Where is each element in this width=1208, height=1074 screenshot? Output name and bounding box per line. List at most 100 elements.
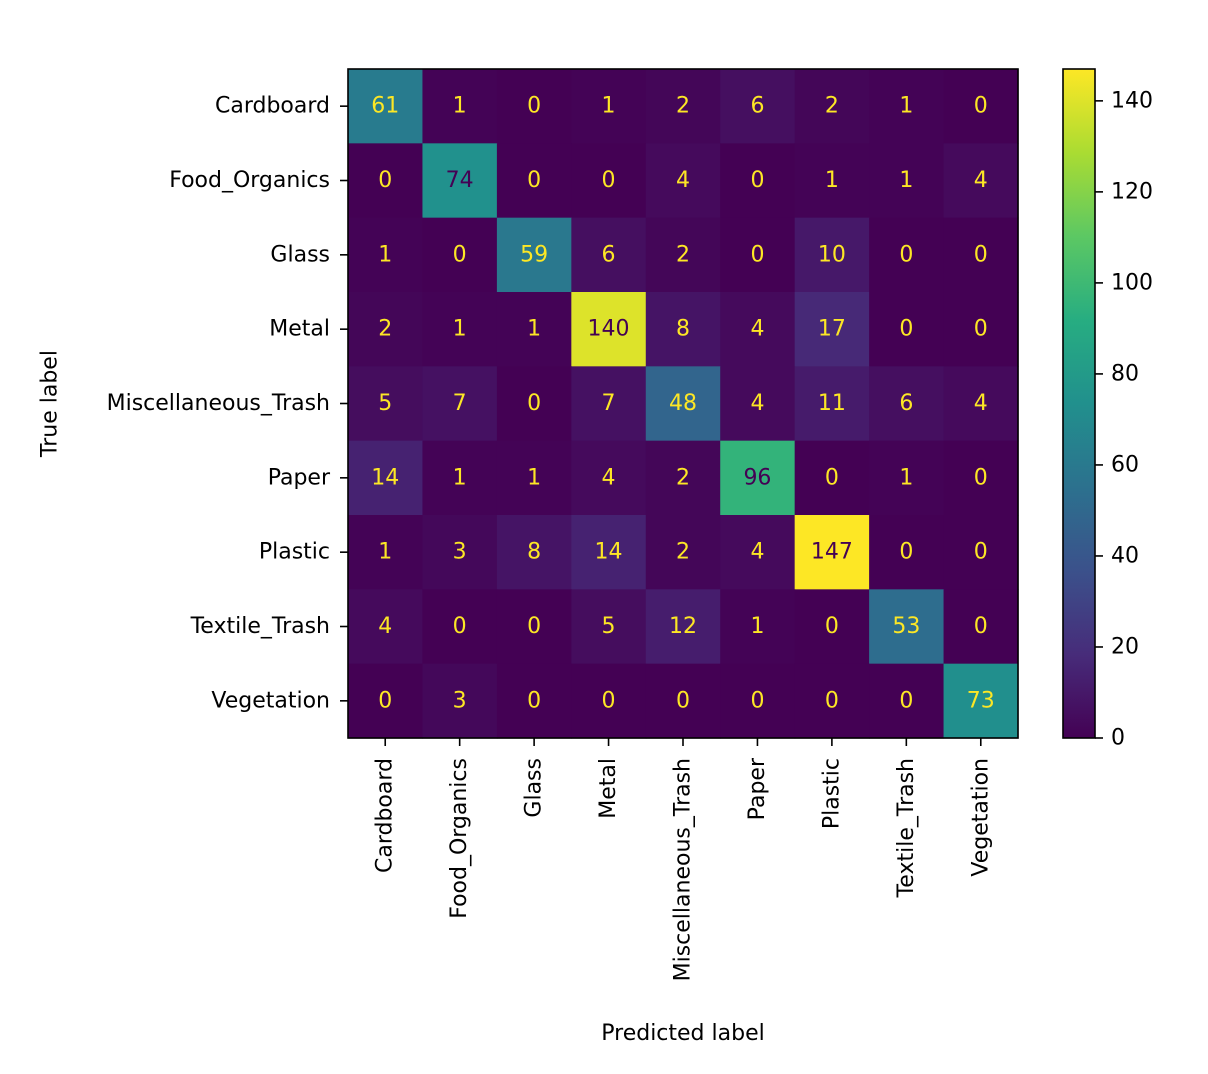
heatmap-cell bbox=[943, 143, 1019, 219]
cell-value-label: 0 bbox=[899, 540, 913, 565]
cell-value-label: 4 bbox=[750, 317, 764, 342]
cell-value-label: 12 bbox=[669, 614, 697, 639]
heatmap-cell bbox=[720, 663, 796, 739]
heatmap-cell bbox=[571, 663, 647, 739]
x-tick-label: Food_Organics bbox=[447, 758, 472, 919]
cell-value-label: 0 bbox=[453, 242, 467, 267]
y-tick-label: Vegetation bbox=[211, 688, 330, 713]
cell-value-label: 4 bbox=[602, 465, 616, 490]
cell-value-label: 0 bbox=[974, 465, 988, 490]
cell-value-label: 1 bbox=[750, 614, 764, 639]
cell-value-label: 17 bbox=[818, 317, 846, 342]
heatmap-cell bbox=[869, 292, 945, 367]
y-tick-label: Cardboard bbox=[215, 94, 330, 119]
cell-value-label: 8 bbox=[527, 540, 541, 565]
heatmap-cell bbox=[571, 515, 647, 590]
cell-value-label: 5 bbox=[602, 614, 616, 639]
heatmap-cell bbox=[869, 589, 945, 665]
y-tick-label: Paper bbox=[268, 465, 331, 490]
heatmap-cell bbox=[943, 217, 1019, 293]
cell-value-label: 4 bbox=[750, 540, 764, 565]
heatmap-cell bbox=[571, 366, 647, 442]
cell-value-label: 0 bbox=[974, 540, 988, 565]
heatmap-cell bbox=[794, 143, 870, 219]
cell-value-label: 6 bbox=[899, 391, 913, 416]
cell-value-label: 11 bbox=[818, 391, 846, 416]
colorbar-tick-label: 80 bbox=[1111, 361, 1139, 386]
y-tick-label: Glass bbox=[270, 242, 330, 267]
colorbar bbox=[1062, 68, 1096, 739]
cell-value-label: 7 bbox=[602, 391, 616, 416]
heatmap-cell bbox=[869, 69, 945, 144]
heatmap-cell bbox=[794, 515, 870, 590]
y-tick-label: Textile_Trash bbox=[190, 614, 330, 639]
y-axis-ticks: Cardboard Food_Organics Glass Metal Miscella… bbox=[107, 94, 348, 713]
cell-value-label: 59 bbox=[520, 242, 548, 267]
heatmap-cell bbox=[720, 440, 796, 516]
cell-value-label: 0 bbox=[899, 242, 913, 267]
heatmap-cell bbox=[869, 366, 945, 442]
x-tick-label: Glass bbox=[522, 758, 547, 818]
heatmap-cell bbox=[348, 515, 424, 590]
heatmap-cell bbox=[422, 515, 498, 590]
heatmap-cell bbox=[645, 143, 721, 219]
heatmap-cell bbox=[496, 366, 572, 442]
x-tick-label: Textile_Trash bbox=[894, 758, 919, 898]
y-tick-label: Plastic bbox=[259, 540, 330, 565]
y-axis-title: True label bbox=[38, 350, 63, 458]
cell-value-label: 5 bbox=[378, 391, 392, 416]
heatmap-cell bbox=[720, 69, 796, 144]
heatmap-cell bbox=[496, 69, 572, 144]
cell-value-label: 1 bbox=[453, 94, 467, 119]
heatmap-cell bbox=[720, 366, 796, 442]
cell-value-label: 0 bbox=[974, 94, 988, 119]
cell-value-label: 61 bbox=[371, 94, 399, 119]
heatmap-cell bbox=[794, 217, 870, 293]
y-tick-label: Miscellaneous_Trash bbox=[107, 391, 330, 416]
heatmap-cell bbox=[422, 589, 498, 665]
cell-value-label: 73 bbox=[967, 688, 995, 713]
heatmap-cell bbox=[496, 663, 572, 739]
heatmap-cell bbox=[348, 292, 424, 367]
cell-value-label: 1 bbox=[453, 317, 467, 342]
cell-value-label: 4 bbox=[974, 168, 988, 193]
heatmap-cell bbox=[869, 515, 945, 590]
heatmap-cell bbox=[422, 69, 498, 144]
cell-value-label: 2 bbox=[676, 540, 690, 565]
cell-value-label: 0 bbox=[602, 168, 616, 193]
heatmap-cell bbox=[645, 440, 721, 516]
x-tick-label: Plastic bbox=[819, 758, 844, 829]
heatmap-cell bbox=[720, 515, 796, 590]
heatmap-cell bbox=[645, 69, 721, 144]
cell-value-label: 0 bbox=[750, 242, 764, 267]
x-axis-title: Predicted label bbox=[601, 1021, 764, 1046]
cell-value-label: 2 bbox=[676, 242, 690, 267]
cell-value-labels: 61 1 0 1 2 6 2 1 00 74 0 0 4 0 1 1 41 0 59 6 2 0 10 0 02 1 1 140 8 4 1… bbox=[371, 94, 995, 714]
heatmap-cell bbox=[794, 663, 870, 739]
heatmap-cell bbox=[869, 217, 945, 293]
heatmap-cell bbox=[571, 589, 647, 665]
heatmap-cell bbox=[720, 589, 796, 665]
heatmap-cell bbox=[348, 440, 424, 516]
cell-value-label: 3 bbox=[453, 540, 467, 565]
heatmap-cell bbox=[645, 292, 721, 367]
cell-value-label: 2 bbox=[825, 94, 839, 119]
cell-value-label: 14 bbox=[371, 465, 399, 490]
heatmap-cell bbox=[496, 292, 572, 367]
heatmap-cell bbox=[869, 143, 945, 219]
heatmap-cell bbox=[645, 515, 721, 590]
heatmap-cell bbox=[869, 440, 945, 516]
heatmap-cell bbox=[645, 366, 721, 442]
cell-value-label: 14 bbox=[595, 540, 623, 565]
heatmap-cell bbox=[943, 589, 1019, 665]
cell-value-label: 53 bbox=[892, 614, 920, 639]
colorbar-tick-label: 100 bbox=[1111, 270, 1153, 295]
x-tick-label: Vegetation bbox=[968, 758, 993, 877]
heatmap-cell bbox=[869, 663, 945, 739]
heatmap-cell bbox=[720, 143, 796, 219]
heatmap-cell bbox=[348, 143, 424, 219]
cell-value-label: 0 bbox=[527, 94, 541, 119]
heatmap-cell bbox=[943, 366, 1019, 442]
heatmap-cell bbox=[571, 440, 647, 516]
cell-value-label: 0 bbox=[527, 614, 541, 639]
